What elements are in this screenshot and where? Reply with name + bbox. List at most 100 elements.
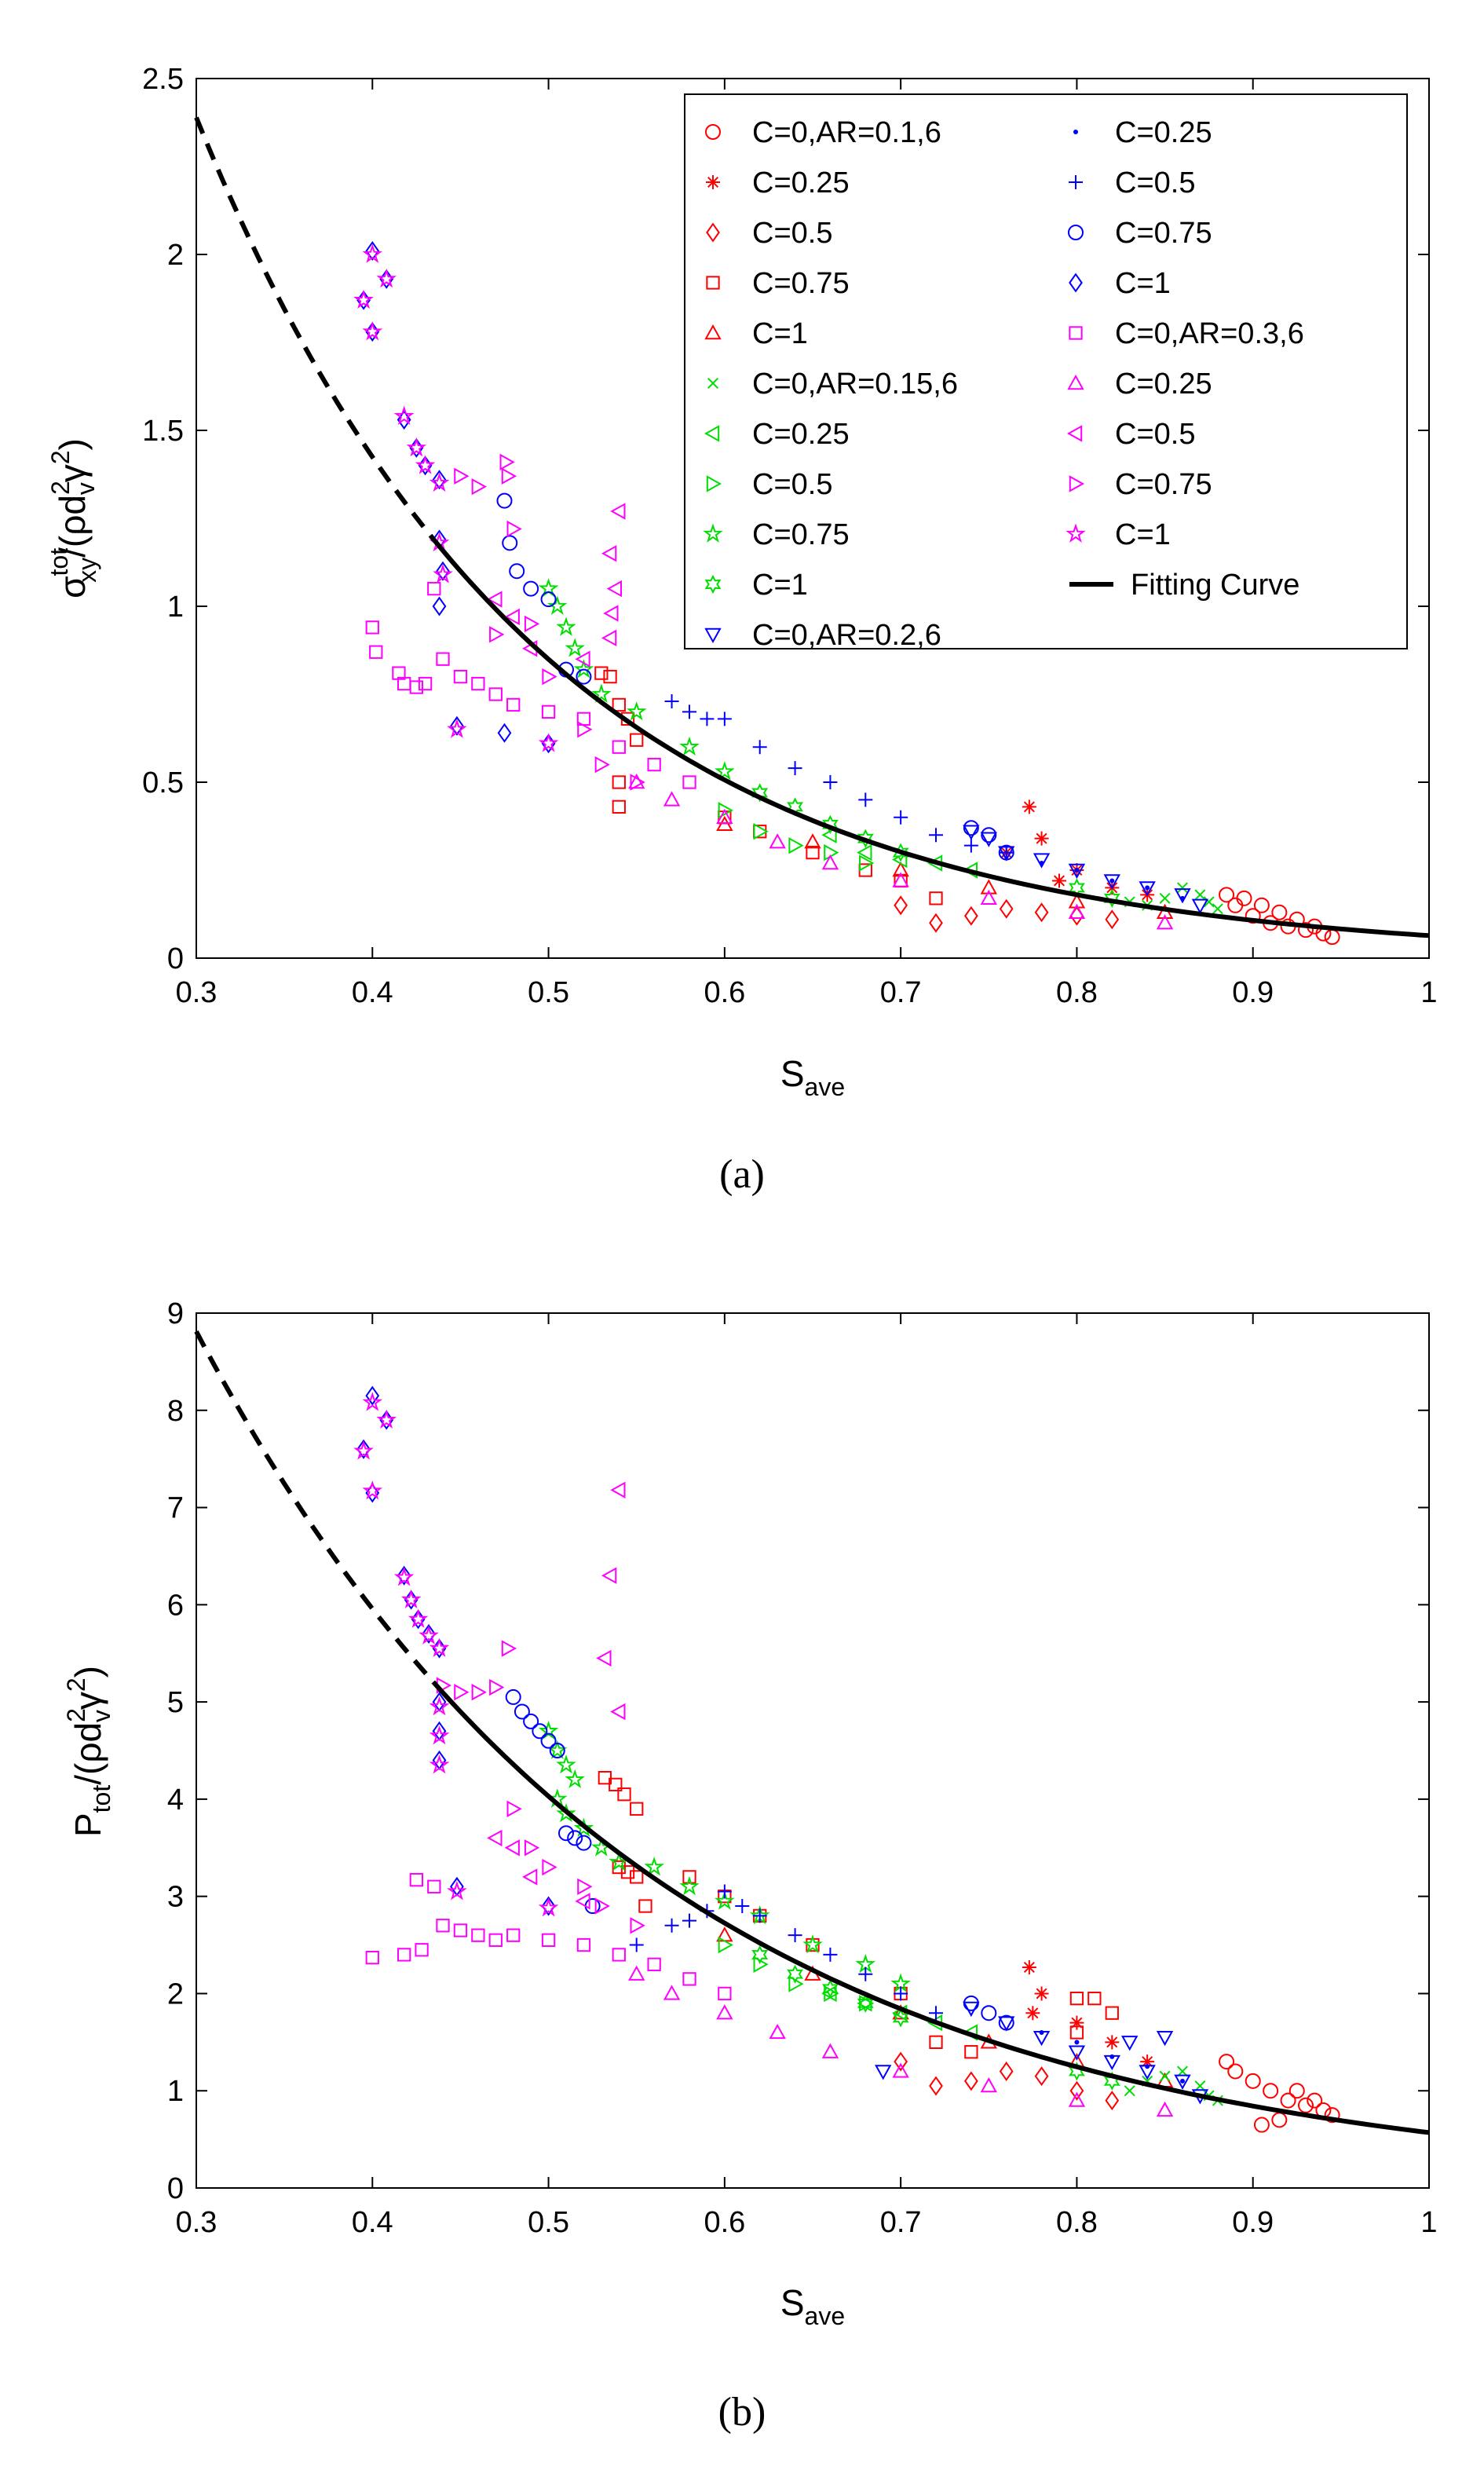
legend-label: C=0,AR=0.3,6 bbox=[1115, 317, 1304, 350]
data-point-triangle-up bbox=[663, 791, 681, 807]
data-point-square bbox=[806, 845, 820, 860]
data-point-diamond bbox=[365, 240, 380, 262]
data-point-pentagram bbox=[565, 638, 586, 657]
data-point-square bbox=[541, 704, 556, 719]
legend-marker-diamond bbox=[706, 222, 720, 243]
data-point-triangle-left bbox=[601, 629, 617, 647]
data-point-plus bbox=[894, 1986, 908, 2001]
data-point-triangle-left bbox=[606, 580, 622, 598]
legend-label: C=0.25 bbox=[1115, 116, 1212, 149]
data-point-triangle-left bbox=[892, 851, 908, 869]
data-point-circle bbox=[963, 820, 979, 836]
legend-label: C=1 bbox=[1115, 267, 1171, 300]
data-point-dot bbox=[1074, 868, 1080, 873]
data-point-dot bbox=[1145, 2064, 1150, 2069]
data-point-dot bbox=[1039, 861, 1044, 866]
data-point-pentagram bbox=[429, 1725, 450, 1745]
data-point-diamond bbox=[422, 1623, 436, 1644]
data-point-triangle-up bbox=[821, 854, 839, 870]
data-point-pentagram bbox=[353, 1440, 374, 1460]
data-point-square bbox=[612, 1948, 626, 1962]
data-point-triangle-up bbox=[980, 2076, 997, 2093]
panel-a-x-tick-label: 0.7 bbox=[880, 976, 922, 1009]
panel-b-x-tick-label: 0.8 bbox=[1056, 2206, 1098, 2239]
data-point-diamond bbox=[541, 1896, 556, 1916]
data-point-triangle-down bbox=[1068, 863, 1086, 880]
data-point-triangle-up bbox=[821, 2043, 839, 2058]
data-point-pentagram bbox=[626, 701, 647, 721]
data-point-square bbox=[929, 2035, 943, 2049]
data-point-triangle-up bbox=[769, 2023, 786, 2040]
panel-a-x-tick-label: 0.5 bbox=[528, 976, 569, 1009]
data-point-circle bbox=[1227, 2063, 1244, 2080]
data-point-square bbox=[612, 775, 626, 789]
data-point-circle bbox=[1288, 2083, 1305, 2099]
data-point-circle bbox=[1219, 887, 1235, 903]
data-point-diamond bbox=[1034, 2066, 1049, 2087]
data-point-circle bbox=[584, 1898, 601, 1915]
data-point-asterisk bbox=[1025, 2006, 1040, 2021]
data-point-hexagram bbox=[857, 829, 874, 848]
data-point-square bbox=[612, 740, 626, 754]
data-point-x bbox=[1212, 903, 1223, 915]
data-point-square bbox=[682, 775, 696, 789]
data-point-triangle-up bbox=[716, 2004, 733, 2020]
data-point-diamond bbox=[356, 1439, 371, 1459]
data-point-diamond bbox=[365, 1385, 380, 1406]
data-point-triangle-up bbox=[892, 872, 909, 887]
data-point-pentagram bbox=[376, 268, 397, 288]
data-point-dot bbox=[1039, 2029, 1044, 2035]
data-point-triangle-left bbox=[610, 503, 626, 520]
data-point-triangle-right bbox=[524, 1839, 540, 1857]
data-point-circle bbox=[1324, 929, 1340, 946]
data-point-plus bbox=[858, 1967, 873, 1981]
data-point-triangle-down bbox=[1174, 2074, 1191, 2090]
data-point-square bbox=[365, 1950, 379, 1965]
data-point-plus bbox=[788, 761, 802, 776]
data-point-diamond bbox=[894, 2051, 908, 2072]
data-point-pentagram bbox=[556, 1754, 576, 1774]
data-point-circle bbox=[1219, 2054, 1235, 2070]
data-point-square bbox=[647, 757, 661, 772]
data-point-pentagram bbox=[362, 1392, 383, 1411]
panel-b-x-tick-label: 0.5 bbox=[528, 2206, 569, 2239]
data-point-triangle-left bbox=[504, 608, 520, 626]
data-point-triangle-right bbox=[506, 520, 522, 538]
data-point-hexagram bbox=[751, 783, 769, 803]
legend-label: C=0,AR=0.1,6 bbox=[752, 116, 941, 149]
data-point-asterisk bbox=[1022, 1960, 1036, 1975]
panel-a-axes-box bbox=[196, 78, 1430, 959]
data-point-triangle-up bbox=[892, 861, 909, 877]
legend-marker-triangle-left bbox=[704, 425, 720, 442]
data-point-plus bbox=[894, 810, 908, 825]
legend-marker-asterisk bbox=[706, 175, 720, 189]
panel-a-chart: 0.3 0.4 0.5 0.6 0.7 0.8 0.9 1 0 0.5 1 1.5 2 2.5 Save… bbox=[45, 63, 1438, 1197]
data-point-triangle-right bbox=[577, 1878, 593, 1895]
data-point-dot bbox=[1180, 895, 1185, 901]
data-point-triangle-right bbox=[489, 1678, 505, 1696]
data-point-pentagram bbox=[447, 719, 467, 738]
data-point-circle bbox=[549, 1743, 565, 1758]
data-point-x bbox=[1203, 896, 1215, 908]
data-point-square bbox=[1105, 2006, 1119, 2020]
data-point-triangle-right bbox=[718, 802, 733, 819]
data-point-pentagram bbox=[546, 595, 568, 615]
panel-b-x-tick-label: 0.9 bbox=[1232, 2206, 1274, 2239]
data-point-triangle-right bbox=[594, 756, 610, 774]
legend-label: C=0.5 bbox=[1115, 418, 1195, 451]
data-point-hexagram bbox=[822, 1979, 839, 1999]
data-point-triangle-right bbox=[753, 823, 769, 840]
panel-a-y-tick-label: 1 bbox=[167, 591, 184, 624]
data-point-triangle-up bbox=[980, 879, 997, 895]
legend-marker-square bbox=[1069, 326, 1083, 340]
data-point-square bbox=[506, 1928, 521, 1942]
data-point-triangle-right bbox=[454, 1684, 470, 1701]
data-point-pentagram bbox=[400, 1589, 422, 1609]
legend-box bbox=[684, 93, 1408, 649]
data-point-circle bbox=[963, 1995, 979, 2011]
data-point-diamond bbox=[894, 895, 908, 916]
data-point-pentagram bbox=[556, 616, 576, 636]
data-point-circle bbox=[1307, 2092, 1323, 2109]
legend-label: C=0.25 bbox=[1115, 368, 1212, 401]
